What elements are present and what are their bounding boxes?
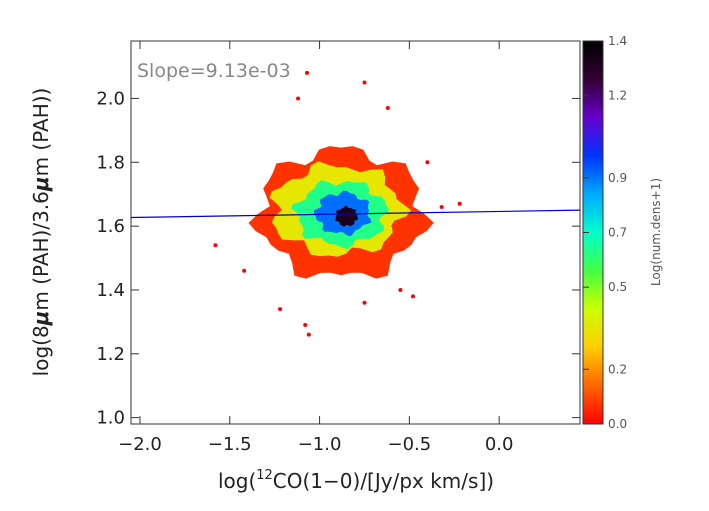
outlier-point [306, 332, 311, 337]
colorbar-tick-label: 0.5 [608, 280, 627, 294]
outlier-point [305, 70, 310, 75]
density-contour [335, 205, 359, 227]
outlier-point [362, 80, 367, 85]
outlier-point [242, 268, 247, 273]
colorbar-ticks: 0.0 0.2 0.5 0.7 0.9 1.2 1.4 [583, 34, 627, 431]
outlier-point [362, 300, 367, 305]
colorbar-tick-label: 0.7 [608, 226, 627, 240]
x-axis-ticks: −2.0 −1.5 −1.0 −0.5 0.0 [118, 41, 514, 455]
colorbar-tick-label: 1.4 [608, 34, 627, 48]
y-axis-ticks: 1.0 1.2 1.4 1.6 1.8 2.0 [96, 88, 580, 429]
x-axis-title: log(12CO(1−0)/[Jy/px km/s]) [218, 468, 494, 493]
y-tick-label: 1.4 [96, 280, 125, 301]
y-tick-label: 2.0 [96, 88, 125, 109]
y-tick-label: 1.0 [96, 408, 125, 429]
outlier-point [398, 287, 403, 292]
outlier-point [296, 96, 301, 101]
y-tick-label: 1.2 [96, 344, 125, 365]
fit-line-layer [131, 209, 580, 219]
y-tick-label: 1.8 [96, 152, 125, 173]
density-layer [248, 146, 434, 279]
colorbar-title: Log(num.dens+1) [649, 178, 663, 286]
outlier-point [385, 106, 390, 111]
y-axis-title: log(8μm (PAH)/3.6μm (PAH)) [29, 88, 53, 377]
outlier-point [457, 201, 462, 206]
x-tick-label: −0.5 [388, 434, 432, 455]
x-tick-label: −1.0 [298, 434, 342, 455]
colorbar-tick-label: 0.0 [608, 417, 627, 431]
x-tick-label: 0.0 [485, 434, 514, 455]
slope-annotation: Slope=9.13e-03 [137, 60, 291, 82]
outlier-point [425, 160, 430, 165]
colorbar-tick-label: 0.2 [608, 362, 627, 376]
outlier-point [410, 294, 415, 299]
outlier-point [303, 323, 308, 328]
x-tick-label: −2.0 [118, 434, 162, 455]
outlier-points [213, 70, 462, 337]
colorbar-tick-label: 0.9 [608, 171, 627, 185]
outlier-point [439, 204, 444, 209]
x-tick-label: −1.5 [208, 434, 252, 455]
colorbar-tick-label: 1.2 [608, 89, 627, 103]
outlier-point [213, 243, 218, 248]
y-tick-label: 1.6 [96, 216, 125, 237]
outlier-point [278, 307, 283, 312]
fit-line [131, 209, 580, 219]
